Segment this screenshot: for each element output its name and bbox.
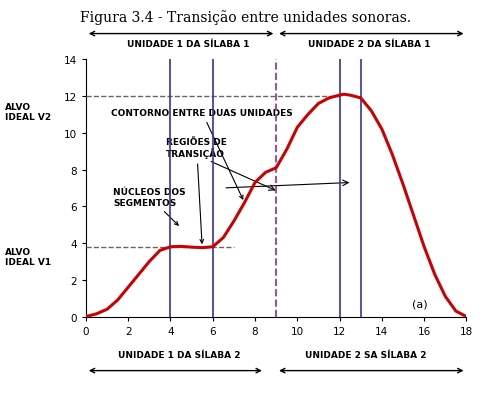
Text: REGIÕES DE
TRANSIÇÃO: REGIÕES DE TRANSIÇÃO — [166, 137, 227, 243]
Text: Figura 3.4 - Transição entre unidades sonoras.: Figura 3.4 - Transição entre unidades so… — [80, 10, 411, 25]
Text: UNIDADE 2 SA SÍLABA 2: UNIDADE 2 SA SÍLABA 2 — [305, 350, 426, 359]
Text: NÚCLEOS DOS
SEGMENTOS: NÚCLEOS DOS SEGMENTOS — [113, 188, 186, 226]
Text: ALVO
IDEAL V2: ALVO IDEAL V2 — [5, 103, 51, 122]
Text: ALVO
IDEAL V1: ALVO IDEAL V1 — [5, 247, 51, 266]
Text: UNIDADE 1 DA SÍLABA 2: UNIDADE 1 DA SÍLABA 2 — [118, 350, 241, 359]
Text: UNIDADE 2 DA SÍLABA 1: UNIDADE 2 DA SÍLABA 1 — [308, 40, 431, 49]
Text: (a): (a) — [412, 299, 428, 309]
Text: CONTORNO ENTRE DUAS UNIDADES: CONTORNO ENTRE DUAS UNIDADES — [111, 109, 293, 200]
Text: UNIDADE 1 DA SÍLABA 1: UNIDADE 1 DA SÍLABA 1 — [128, 40, 250, 49]
